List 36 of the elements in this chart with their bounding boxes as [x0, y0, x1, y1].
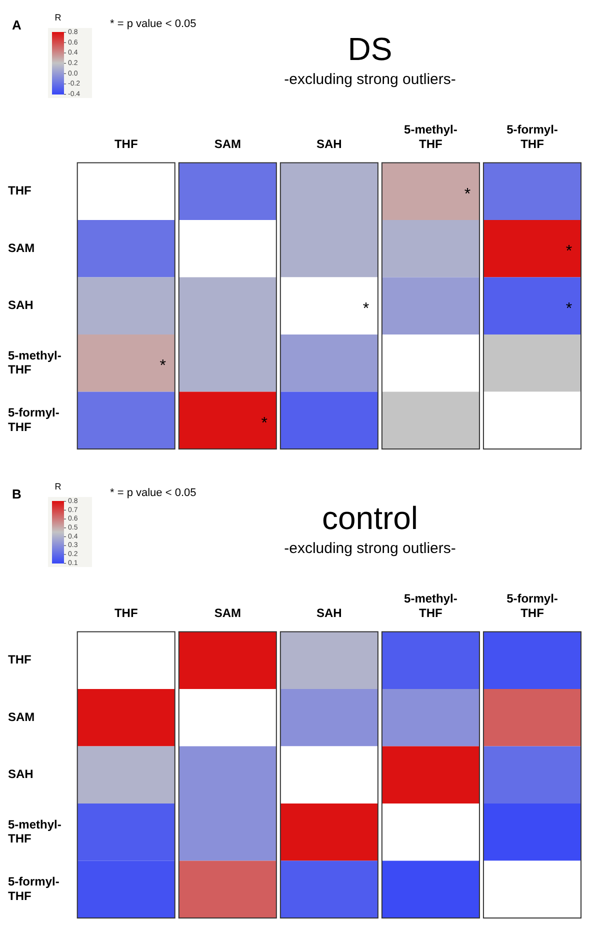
- x-tick-label: SAM: [214, 136, 241, 151]
- x-tick-label: 5-formyl-THF: [506, 122, 558, 151]
- x-tick-label: 5-methyl-THF: [404, 122, 458, 151]
- data-label: *: [160, 358, 166, 375]
- chart-subtitle: -excluding strong outliers-: [284, 540, 456, 557]
- x-tick-label: 5-methyl-THF: [404, 592, 458, 620]
- text: *: [362, 300, 370, 318]
- y-tick-label: SAH: [8, 298, 34, 312]
- data-label: *: [464, 186, 471, 203]
- x-tick-label: SAH: [316, 136, 342, 151]
- x-tick-label: 5-formyl-THF: [506, 592, 558, 620]
- chart-subtitle: -excluding strong outliers-: [284, 71, 456, 88]
- y-tick-label: 5-methyl-THF: [8, 348, 62, 377]
- color-bar-title: R: [54, 481, 62, 492]
- y-tick-label: 5-formyl-THF: [8, 874, 60, 903]
- text: B: [12, 486, 22, 502]
- chart-title: DS: [348, 31, 392, 67]
- text: A: [12, 18, 22, 33]
- y-tick-label: THF: [8, 184, 32, 198]
- y-tick-label: 5-formyl-THF: [8, 405, 60, 434]
- text: * = p value < 0.05: [110, 18, 196, 30]
- x-tick-label: THF: [114, 136, 138, 151]
- data-label: *: [566, 243, 572, 260]
- text: * = p value < 0.05: [110, 487, 196, 500]
- x-tick-label: SAH: [316, 606, 342, 620]
- data-label: *: [261, 414, 268, 432]
- x-tick-label: THF: [114, 606, 138, 620]
- y-tick-label: THF: [8, 652, 32, 667]
- y-tick-label: SAM: [8, 240, 35, 255]
- y-tick-label: SAH: [8, 767, 34, 782]
- data-label: *: [566, 300, 572, 318]
- x-tick-label: SAM: [214, 606, 241, 620]
- color-bar-title: R: [54, 12, 62, 22]
- y-tick-label: SAM: [8, 710, 35, 724]
- chart-title: control: [322, 500, 418, 536]
- y-tick-label: 5-methyl-THF: [8, 817, 62, 846]
